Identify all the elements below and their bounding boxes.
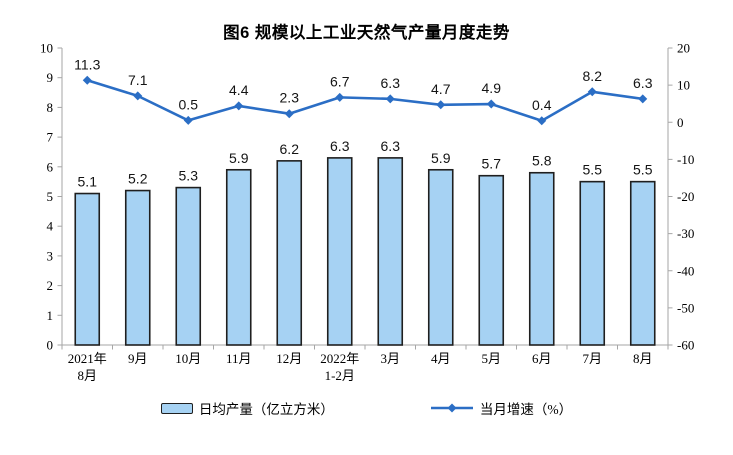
bar [528, 171, 555, 346]
line-value-label: 0.5 [179, 96, 199, 112]
bar-value-label: 5.5 [633, 162, 653, 178]
right-axis-tick-label: -10 [677, 152, 694, 167]
left-axis-tick-label: 7 [47, 130, 54, 145]
right-axis-tick-label: -30 [677, 226, 694, 241]
right-axis-tick-label: -40 [677, 263, 694, 278]
chart-legend: 日均产量（亿立方米） 当月增速（%） [0, 398, 733, 418]
line-marker [436, 100, 446, 110]
category-label: 8月 [633, 351, 653, 366]
bar-value-label: 5.7 [482, 156, 502, 172]
left-axis-tick-label: 3 [47, 248, 54, 263]
line-marker [183, 115, 193, 125]
legend-item-bar-series: 日均产量（亿立方米） [160, 398, 334, 418]
category-label: 7月 [582, 351, 602, 366]
line-value-label: 4.7 [431, 81, 451, 97]
line-marker [234, 101, 244, 111]
line-value-label: 4.4 [229, 82, 249, 98]
category-label: 11月 [226, 351, 252, 366]
line-marker [537, 116, 547, 126]
line-value-label: 0.4 [532, 97, 552, 113]
left-axis-tick-label: 10 [40, 41, 53, 56]
bar [427, 168, 454, 346]
right-axis-tick-label: 10 [677, 78, 690, 93]
left-axis-tick-label: 9 [47, 70, 54, 85]
category-label: 8月 [77, 368, 97, 383]
bar-value-label: 5.8 [532, 153, 552, 169]
legend-item-line-series: 当月增速（%） [430, 398, 572, 418]
bar [276, 160, 303, 346]
right-axis-tick-label: -60 [677, 338, 694, 353]
bar-value-label: 5.3 [179, 168, 199, 184]
right-axis-tick-label: 20 [677, 41, 690, 56]
bar [326, 157, 353, 346]
right-axis-tick-label: -20 [677, 189, 694, 204]
bar-value-label: 6.2 [280, 141, 300, 157]
category-label: 4月 [431, 351, 451, 366]
left-axis-tick-label: 4 [47, 219, 54, 234]
line-marker [133, 91, 143, 101]
bar-value-label: 6.3 [381, 138, 401, 154]
line-value-label: 8.2 [583, 68, 603, 84]
right-axis-tick-label: -50 [677, 300, 694, 315]
bar [377, 157, 404, 346]
bar-series-swatch-icon [160, 402, 193, 414]
line-marker [385, 94, 395, 104]
left-axis-tick-label: 6 [47, 159, 54, 174]
bar-value-label: 5.2 [128, 171, 148, 187]
category-label: 3月 [380, 351, 400, 366]
legend-line-label: 当月增速（%） [479, 402, 573, 417]
category-label: 12月 [276, 351, 302, 366]
bar [629, 180, 656, 346]
bar [478, 174, 505, 346]
line-marker [82, 75, 92, 85]
bar-value-label: 5.1 [78, 174, 98, 190]
line-value-label: 4.9 [482, 80, 502, 96]
line-marker [587, 87, 597, 97]
bar [74, 192, 101, 346]
bar-value-label: 6.3 [330, 138, 350, 154]
bar-value-label: 5.9 [229, 150, 249, 166]
bar-value-label: 5.5 [583, 162, 603, 178]
line-series [86, 79, 643, 123]
line-value-label: 6.3 [633, 75, 653, 91]
bar [175, 186, 202, 346]
bar [579, 180, 606, 346]
left-axis-tick-label: 8 [47, 100, 54, 115]
left-axis-tick-label: 0 [47, 338, 54, 353]
right-axis-tick-label: 0 [677, 115, 684, 130]
left-axis-tick-label: 1 [47, 308, 54, 323]
chart-title: 图6 规模以上工业天然气产量月度走势 [223, 24, 510, 42]
line-marker [638, 94, 648, 104]
line-marker [486, 99, 496, 109]
line-marker [284, 109, 294, 119]
line-value-label: 6.7 [330, 73, 350, 89]
line-value-label: 11.3 [74, 56, 100, 72]
bar-value-label: 5.9 [431, 150, 451, 166]
left-axis-tick-label: 2 [47, 278, 54, 293]
category-label: 5月 [481, 351, 501, 366]
line-marker [335, 92, 345, 102]
line-series-swatch-icon [430, 403, 473, 413]
category-label: 6月 [532, 351, 552, 366]
left-axis-tick-label: 5 [47, 189, 54, 204]
category-label: 10月 [175, 351, 201, 366]
legend-bar-label: 日均产量（亿立方米） [198, 402, 334, 417]
line-value-label: 6.3 [381, 75, 401, 91]
line-value-label: 2.3 [280, 90, 300, 106]
bar [225, 168, 252, 346]
category-label: 9月 [128, 351, 148, 366]
category-label: 1-2月 [325, 368, 355, 383]
category-label: 2022年 [320, 351, 359, 366]
line-value-label: 7.1 [128, 72, 148, 88]
bar [124, 189, 151, 346]
category-label: 2021年 [68, 351, 107, 366]
